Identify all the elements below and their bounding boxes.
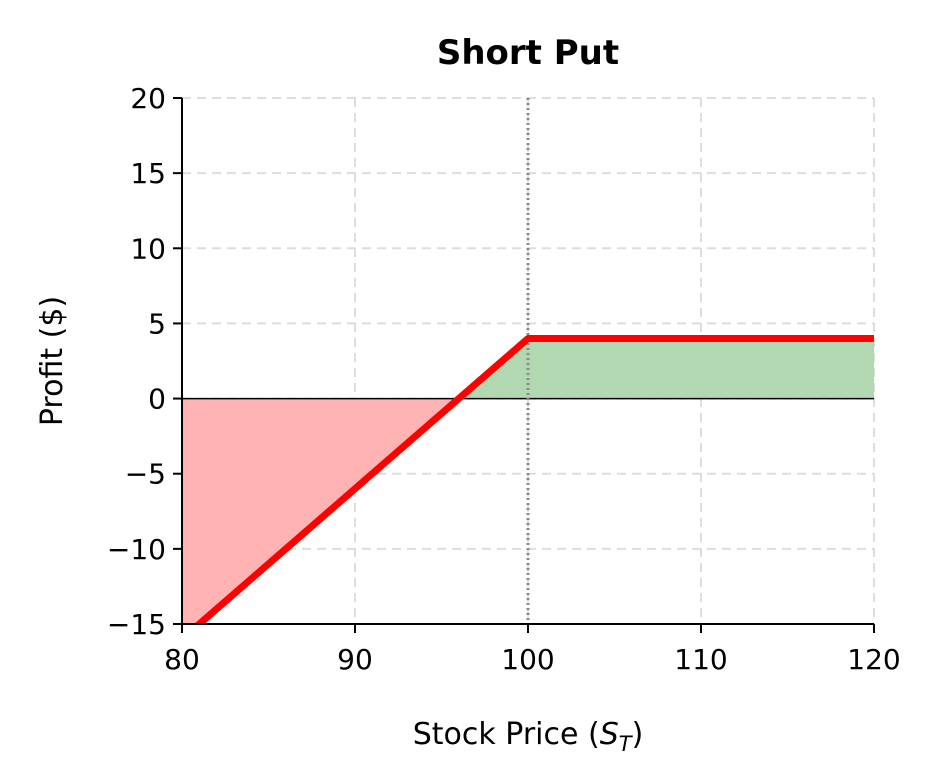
payoff-line [193, 334, 874, 624]
y-tick-label-4: 5 [148, 307, 166, 340]
y-tick-label-6: 15 [130, 157, 166, 190]
x-axis-label-subscript: T [619, 732, 634, 756]
y-tick-label-2: −5 [125, 458, 166, 491]
x-tick-label-0: 80 [164, 643, 200, 676]
y-tick-label-3: 0 [148, 383, 166, 416]
tick-labels: 80 90 100 110 120 −15 −10 −5 0 5 10 15 20 [107, 82, 901, 676]
x-axis-label-symbol: S [600, 717, 619, 752]
y-tick-label-5: 10 [130, 232, 166, 265]
x-tick-label-2: 100 [501, 643, 554, 676]
y-tick-label-0: −15 [107, 608, 166, 641]
x-axis-label-end: ) [632, 717, 644, 752]
y-axis-label: Profit ($) [35, 296, 70, 426]
x-tick-label-3: 110 [674, 643, 727, 676]
y-tick-label-1: −10 [107, 533, 166, 566]
profit-region [458, 338, 874, 399]
x-axis-label: Stock Price (ST) [413, 717, 644, 756]
x-axis-label-text: Stock Price ( [413, 717, 600, 752]
chart-title: Short Put [437, 33, 619, 73]
y-tick-label-7: 20 [130, 82, 166, 115]
x-tick-label-1: 90 [337, 643, 373, 676]
x-tick-label-4: 120 [847, 643, 900, 676]
